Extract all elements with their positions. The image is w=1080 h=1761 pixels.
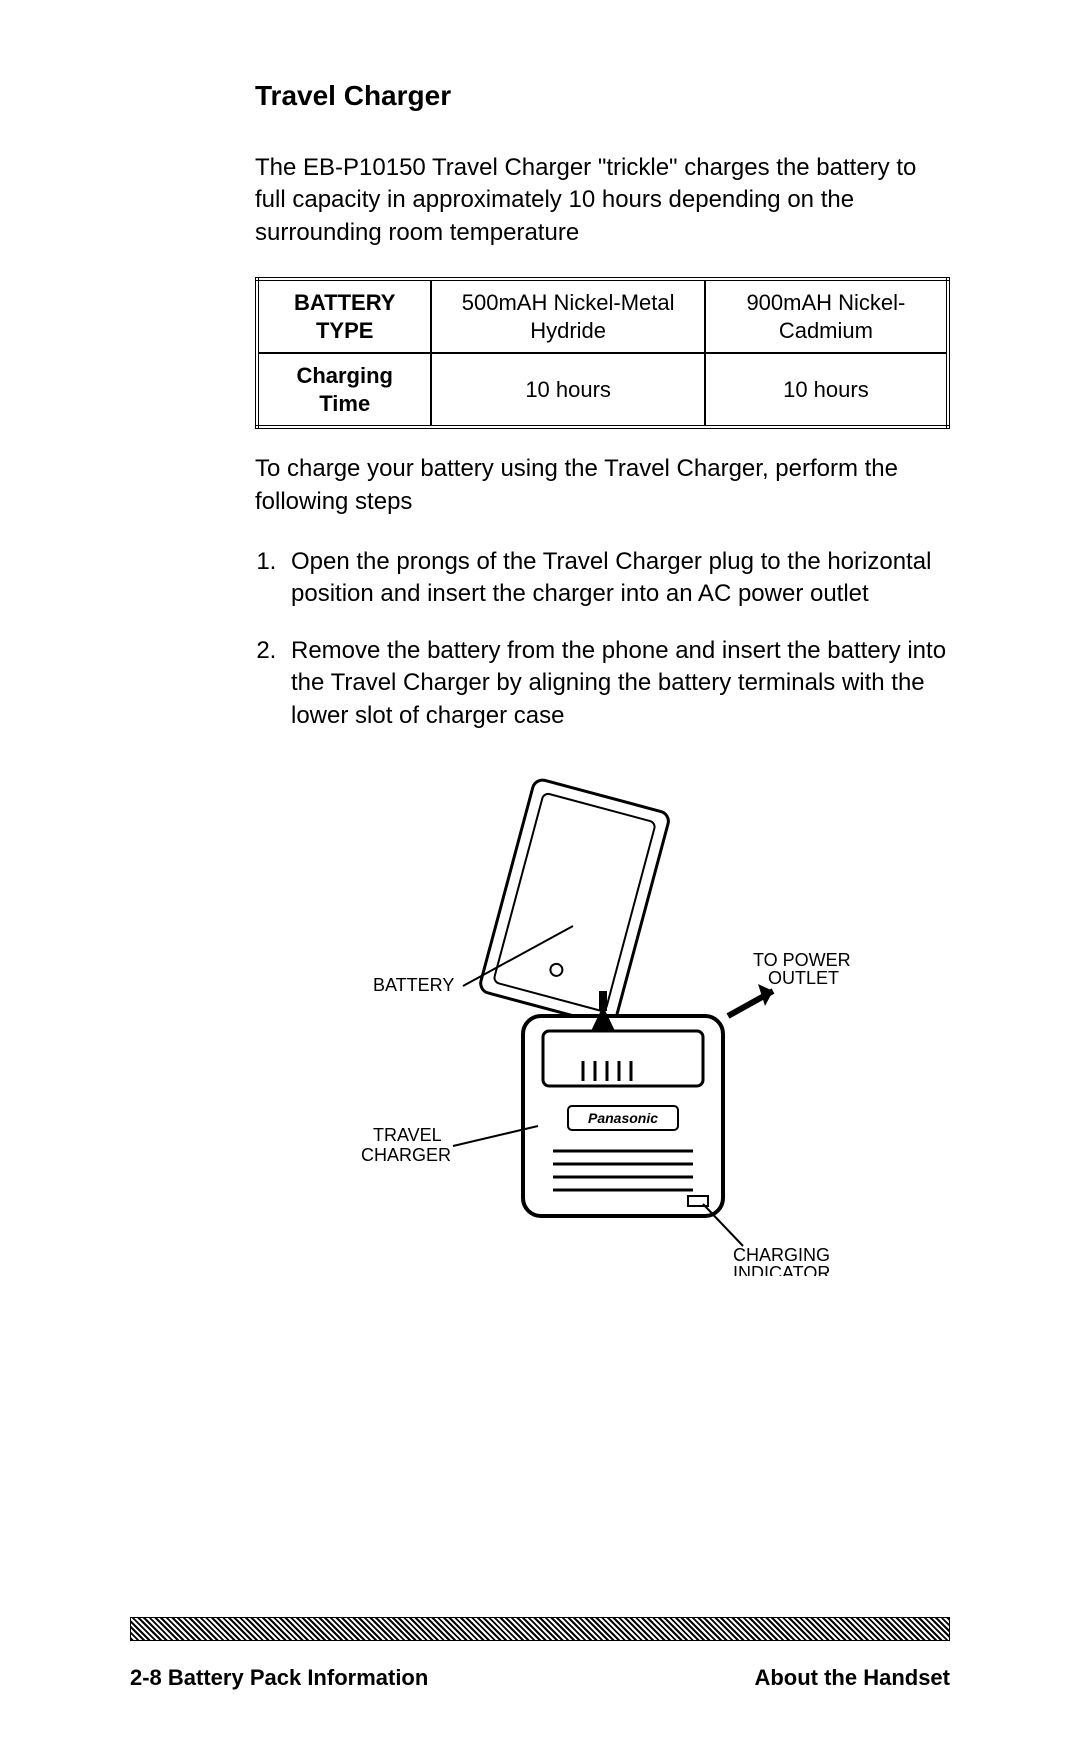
charging-table: BATTERY TYPE 500mAH Nickel-Metal Hydride… bbox=[255, 277, 950, 429]
table-cell: 10 hours bbox=[431, 353, 704, 427]
table-cell: 900mAH Nickel-Cadmium bbox=[705, 279, 948, 353]
intro-paragraph: The EB-P10150 Travel Charger "trickle" c… bbox=[255, 152, 950, 249]
table-row: Charging Time 10 hours 10 hours bbox=[257, 353, 948, 427]
list-item: Remove the battery from the phone and in… bbox=[283, 635, 950, 732]
footer-right: About the Handset bbox=[754, 1665, 950, 1691]
diagram-container: BATTERY Panasonic bbox=[255, 756, 950, 1276]
diagram-brand-label: Panasonic bbox=[587, 1110, 657, 1126]
table-header-cell: Charging Time bbox=[257, 353, 431, 427]
page-footer: 2-8 Battery Pack Information About the H… bbox=[130, 1665, 950, 1691]
table-header-cell: BATTERY TYPE bbox=[257, 279, 431, 353]
diagram-label-battery: BATTERY bbox=[373, 975, 454, 995]
diagram-label-indicator-1: CHARGING bbox=[733, 1245, 830, 1265]
diagram-label-charger-1: TRAVEL bbox=[373, 1125, 442, 1145]
table-row: BATTERY TYPE 500mAH Nickel-Metal Hydride… bbox=[257, 279, 948, 353]
section-heading: Travel Charger bbox=[255, 80, 950, 112]
steps-list: Open the prongs of the Travel Charger pl… bbox=[255, 546, 950, 732]
table-cell: 10 hours bbox=[705, 353, 948, 427]
table-cell: 500mAH Nickel-Metal Hydride bbox=[431, 279, 704, 353]
list-item: Open the prongs of the Travel Charger pl… bbox=[283, 546, 950, 611]
manual-page: Travel Charger The EB-P10150 Travel Char… bbox=[0, 0, 1080, 1761]
diagram-label-indicator-2: INDICATOR bbox=[733, 1263, 830, 1276]
diagram-label-power-2: OUTLET bbox=[768, 968, 839, 988]
travel-charger-diagram: BATTERY Panasonic bbox=[343, 756, 863, 1276]
diagram-label-power-1: TO POWER bbox=[753, 950, 851, 970]
footer-decorative-band bbox=[130, 1617, 950, 1641]
lead-in-paragraph: To charge your battery using the Travel … bbox=[255, 453, 950, 518]
diagram-label-charger-2: CHARGER bbox=[361, 1145, 451, 1165]
footer-left: 2-8 Battery Pack Information bbox=[130, 1665, 428, 1691]
